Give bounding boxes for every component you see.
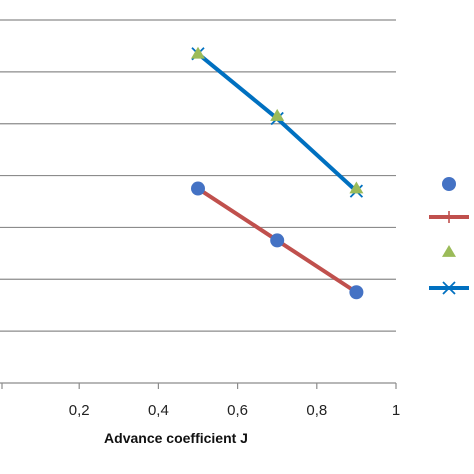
x-axis-title: Advance coefficient J	[104, 430, 248, 446]
series-layer	[191, 46, 364, 300]
x-tick-label: 1	[392, 402, 400, 419]
gridlines	[0, 19, 396, 332]
x-tick-label: 0,4	[148, 402, 169, 419]
series-1-point	[349, 285, 364, 300]
legend-key-2	[429, 211, 469, 223]
legend-key-marker	[442, 281, 456, 295]
series-1-point	[270, 233, 285, 248]
series-3-point	[191, 46, 205, 59]
series-3-point	[270, 108, 285, 121]
legend-key-marker	[442, 245, 456, 257]
series-1-point	[191, 181, 205, 196]
series-3-point	[349, 181, 364, 194]
legend	[429, 177, 469, 295]
legend-key-3	[442, 245, 456, 257]
x-tick-label: 0,6	[227, 402, 248, 419]
legend-key-marker	[442, 177, 456, 191]
legend-key-marker-b	[442, 281, 456, 295]
legend-key-1	[442, 177, 456, 191]
legend-key-4	[429, 281, 469, 295]
x-axis: 0,2 0,4 0,6 0,8 1	[0, 382, 400, 419]
x-tick-label: 0,8	[306, 402, 327, 419]
x-tick-label: 0,2	[69, 402, 90, 419]
series-4-line	[196, 51, 359, 194]
